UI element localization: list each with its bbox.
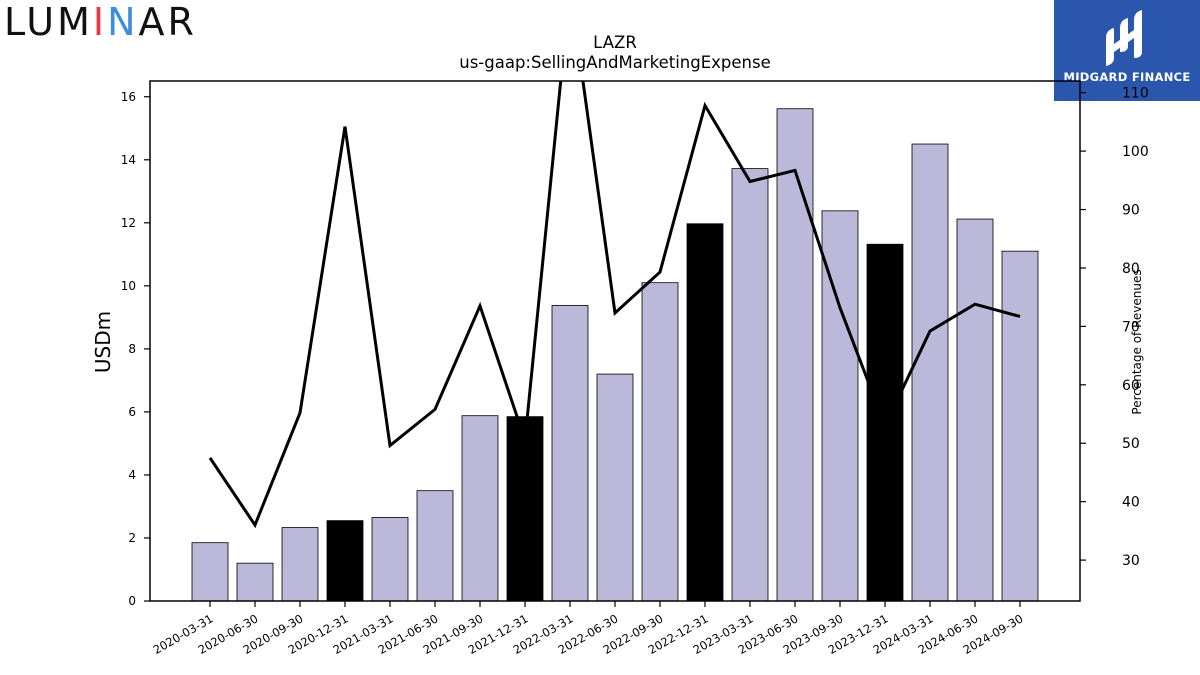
logo-letter-n: N [107, 0, 139, 44]
bar-2020-06-30 [236, 562, 274, 602]
bar-2023-06-30 [776, 108, 814, 602]
y2-axis-label: Percentage of Revenues [1130, 269, 1144, 414]
chart-title: LAZR [593, 33, 637, 52]
bar-2020-03-31 [191, 542, 229, 602]
midgard-finance-logo: MIDGARD FINANCE [1054, 0, 1200, 101]
bar-2022-09-30 [641, 282, 679, 602]
midgard-finance-text: MIDGARD FINANCE [1063, 70, 1191, 84]
bar-2020-09-30 [281, 527, 319, 602]
logo-letter-i: I [92, 0, 108, 44]
bar-2022-12-31 [686, 223, 724, 602]
y-tick-label: 12 [121, 216, 136, 230]
logo-letters-1: LUM [4, 0, 93, 44]
logo-letters-2: AR [138, 0, 197, 44]
midgard-emblem-icon [1106, 10, 1142, 66]
y2-tick-label: 90 [1122, 203, 1140, 219]
y-axis-label: USDm [91, 311, 115, 373]
chart-subtitle: us-gaap:SellingAndMarketingExpense [459, 53, 771, 72]
bar-2023-03-31 [731, 168, 769, 602]
plot-area: 0246810121416304050607080901001102020-03… [121, 80, 1149, 657]
bar-2021-12-31 [506, 416, 544, 602]
bar-2020-12-31 [326, 520, 364, 602]
y2-tick-label: 40 [1122, 495, 1140, 511]
percentage-line [208, 81, 1021, 529]
y-tick-label: 4 [128, 468, 136, 482]
bar-2021-06-30 [416, 490, 454, 602]
y-tick-label: 6 [128, 405, 136, 419]
y-tick-label: 10 [121, 279, 136, 293]
y-tick-label: 14 [121, 153, 136, 167]
y2-tick-label: 50 [1122, 436, 1140, 452]
y-tick-label: 0 [128, 594, 136, 608]
luminar-logo: LUMINAR [4, 2, 197, 42]
bar-2024-03-31 [911, 143, 949, 602]
bar-2021-09-30 [461, 415, 499, 602]
bar-2021-03-31 [371, 517, 409, 602]
y-tick-label: 8 [128, 342, 136, 356]
bar-2022-06-30 [596, 373, 634, 602]
y2-tick-label: 80 [1122, 261, 1140, 277]
bar-2024-06-30 [956, 218, 994, 602]
y2-tick-label: 30 [1122, 553, 1140, 569]
y-tick-label: 2 [128, 531, 136, 545]
y-tick-label: 16 [121, 90, 136, 104]
y2-tick-label: 100 [1122, 144, 1149, 160]
bar-2024-09-30 [1001, 250, 1039, 602]
y2-tick-label: 70 [1122, 319, 1140, 335]
y2-tick-label: 110 [1122, 86, 1149, 102]
y2-tick-label: 60 [1122, 378, 1140, 394]
bar-2022-03-31 [551, 304, 589, 602]
